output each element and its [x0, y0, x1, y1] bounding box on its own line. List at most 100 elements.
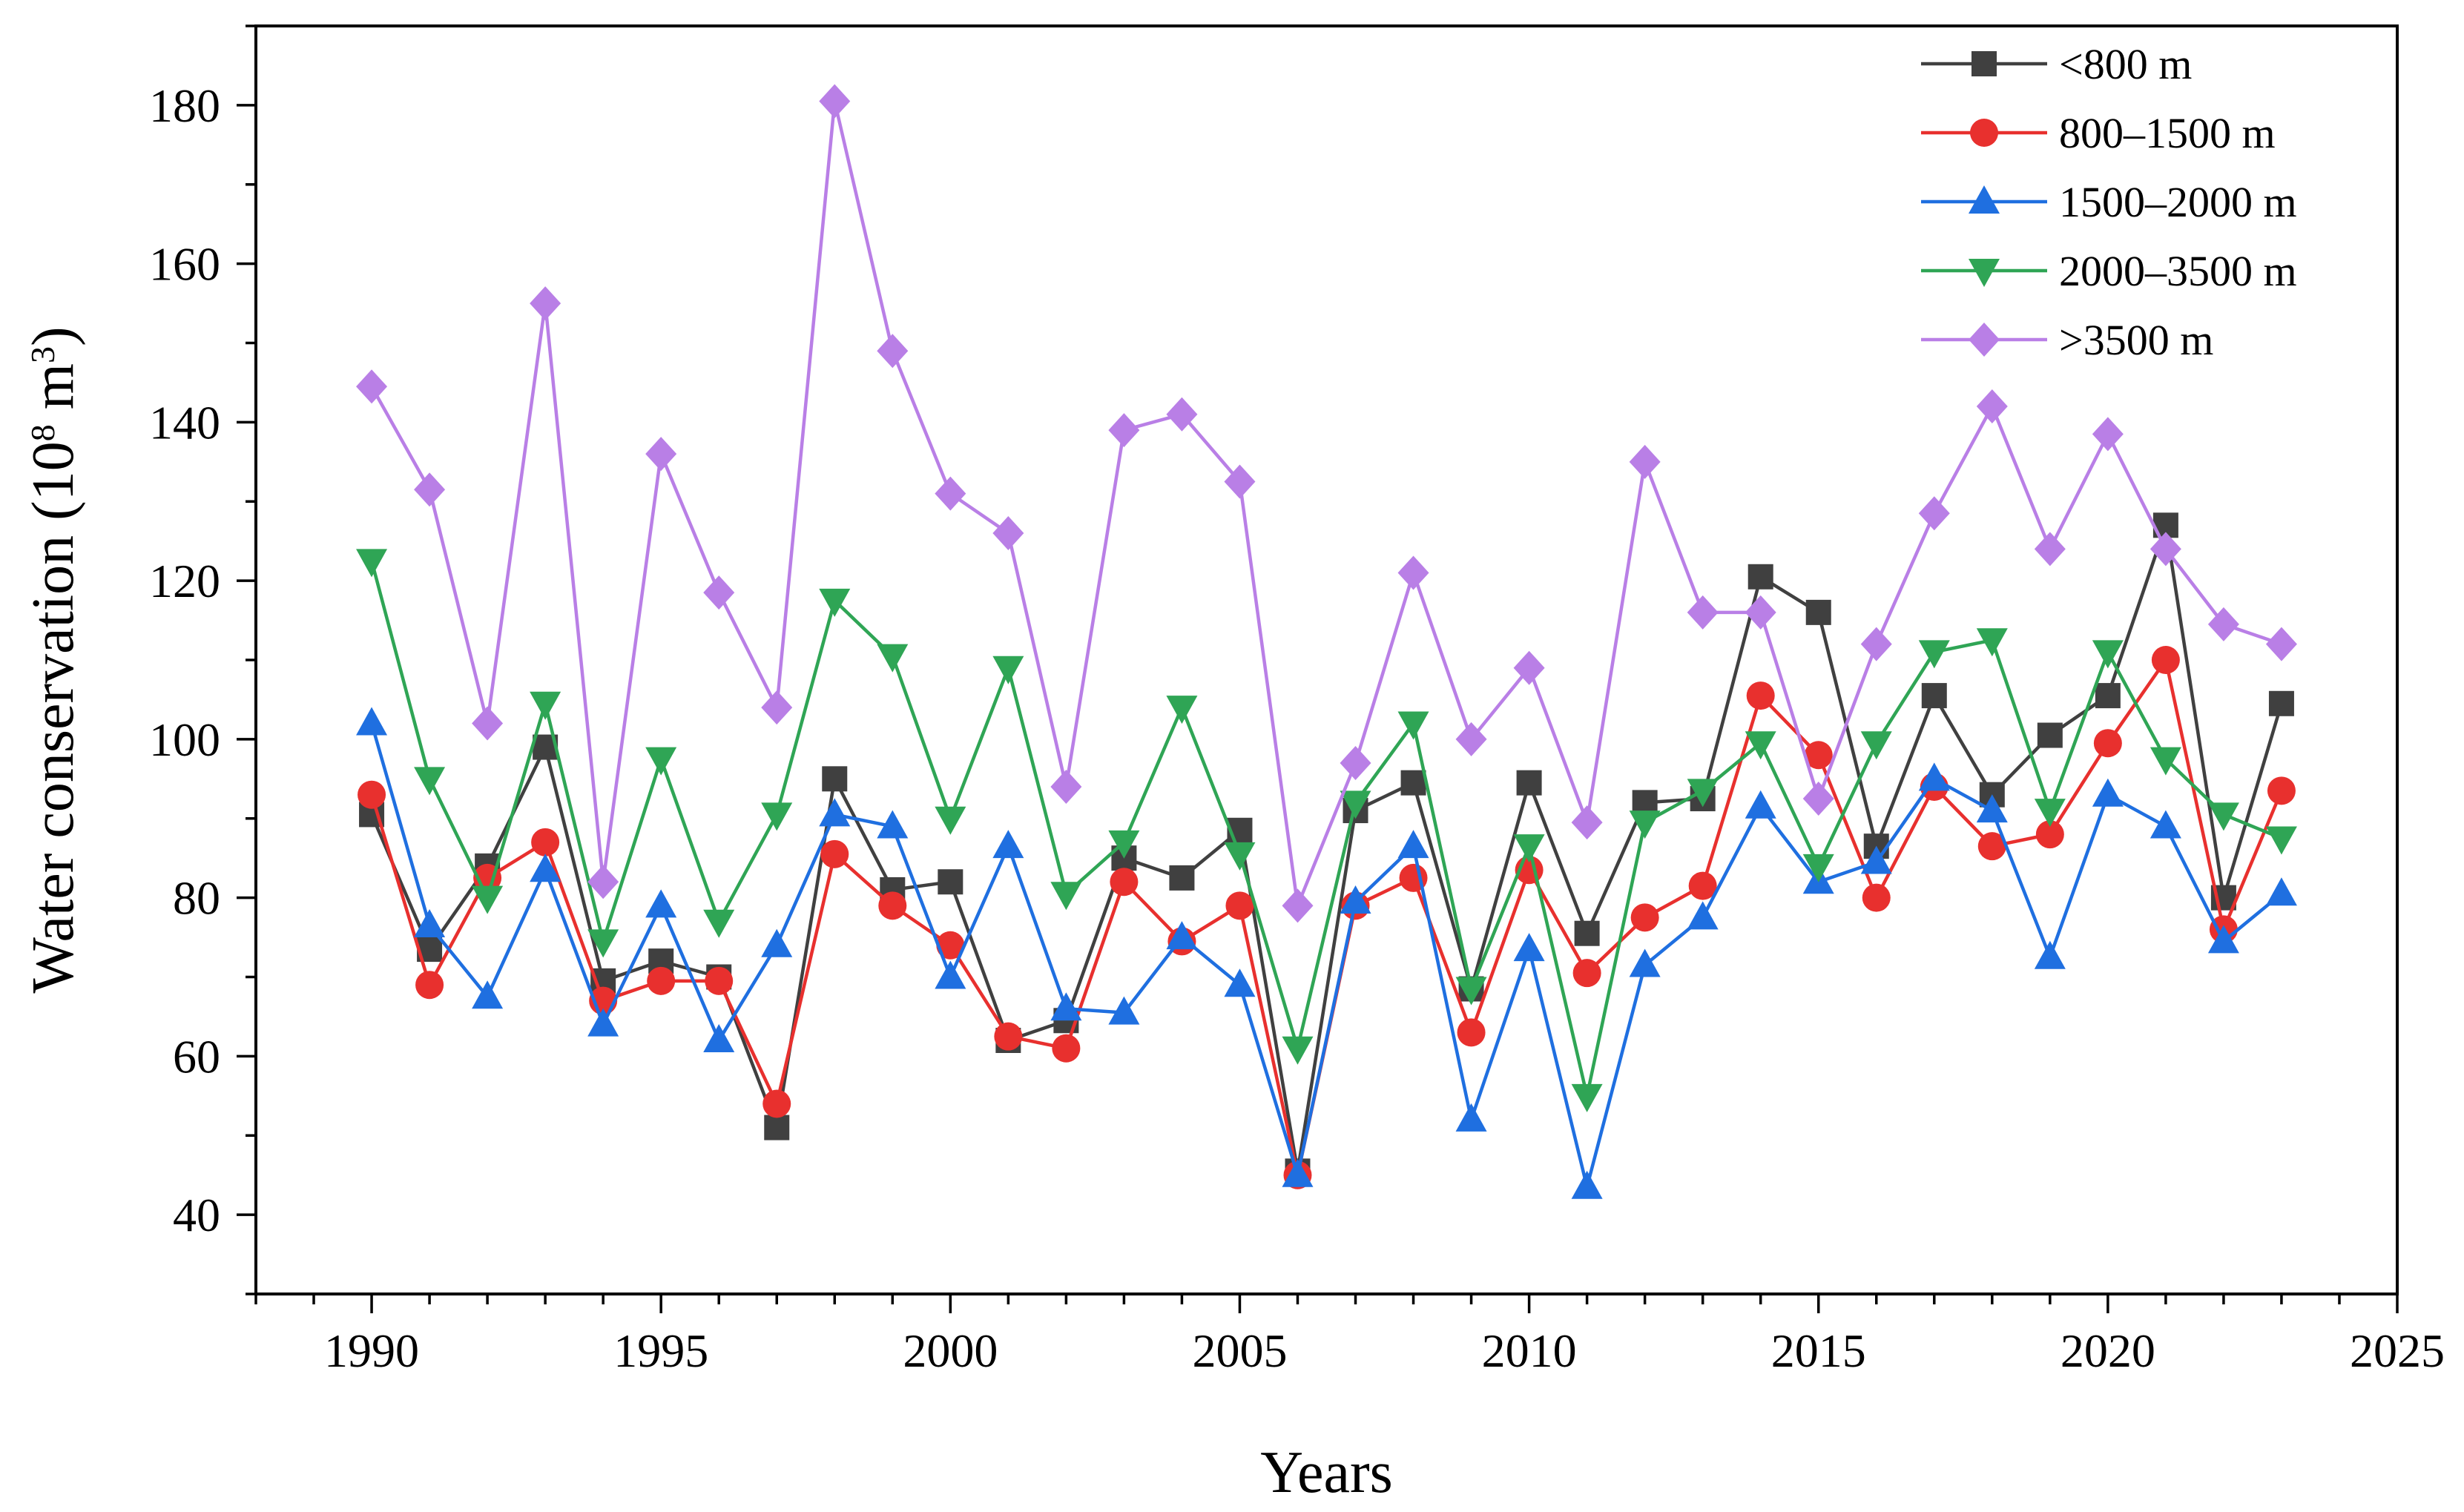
- data-point-triangle-up: [587, 1008, 619, 1037]
- data-point-diamond: [761, 690, 793, 725]
- data-point-triangle-down: [2265, 826, 2297, 855]
- legend-item: <800 m: [1921, 40, 2192, 88]
- data-point-triangle-up: [2150, 810, 2181, 839]
- data-point-triangle-up: [1969, 185, 2000, 214]
- data-point-triangle-down: [1282, 1036, 1314, 1065]
- series-5: [356, 84, 2297, 923]
- y-axis-title-prefix: Water conservation (10: [21, 441, 86, 993]
- data-point-diamond: [2092, 417, 2124, 452]
- legend: <800 m 800–1500 m 1500–2000 m 2000–3500 m >3…: [1921, 40, 2297, 364]
- data-point-diamond: [1397, 555, 1429, 590]
- legend-label: >3500 m: [2059, 316, 2213, 364]
- data-point-square: [822, 766, 848, 792]
- data-point-triangle-up: [414, 909, 446, 938]
- data-point-triangle-up: [2265, 877, 2297, 906]
- data-point-triangle-down: [645, 747, 677, 776]
- data-point-diamond: [1455, 722, 1487, 756]
- data-point-triangle-up: [703, 1024, 735, 1052]
- legend-label: 1500–2000 m: [2059, 178, 2297, 226]
- data-point-triangle-down: [2207, 802, 2239, 831]
- y-tick-label: 80: [173, 872, 220, 925]
- data-point-diamond: [703, 575, 735, 610]
- data-point-triangle-down: [1860, 731, 1892, 760]
- data-point-circle: [1457, 1018, 1486, 1047]
- data-point-triangle-up: [819, 798, 851, 827]
- data-point-triangle-down: [1976, 628, 2008, 657]
- x-tick-label: 2000: [903, 1324, 998, 1377]
- data-point-triangle-down: [761, 802, 793, 831]
- data-point-triangle-down: [1513, 834, 1545, 863]
- y-tick-label: 140: [149, 396, 220, 449]
- data-point-circle: [1746, 681, 1775, 710]
- legend-item: 800–1500 m: [1921, 109, 2276, 157]
- series-3: [356, 707, 2297, 1199]
- data-point-triangle-down: [2092, 640, 2124, 669]
- data-point-circle: [762, 1089, 791, 1118]
- data-point-diamond: [1050, 770, 1082, 804]
- data-point-diamond: [1513, 650, 1545, 685]
- data-point-circle: [358, 780, 386, 809]
- data-point-circle: [415, 971, 444, 1000]
- data-point-diamond: [1969, 323, 2000, 357]
- legend-label: 2000–3500 m: [2059, 247, 2297, 295]
- x-tick-label: 2020: [2061, 1324, 2155, 1377]
- data-point-triangle-up: [992, 830, 1024, 859]
- data-point-diamond: [1340, 745, 1371, 780]
- data-point-triangle-up: [1976, 794, 2008, 823]
- data-point-diamond: [1629, 444, 1661, 479]
- data-point-triangle-down: [1629, 811, 1661, 839]
- data-point-triangle-up: [1166, 921, 1198, 950]
- legend-label: 800–1500 m: [2059, 109, 2276, 157]
- series-2: [358, 646, 2296, 1189]
- data-point-triangle-down: [472, 885, 504, 914]
- data-point-diamond: [1860, 627, 1892, 661]
- data-point-square: [1805, 599, 1831, 625]
- data-point-triangle-up: [1513, 933, 1545, 962]
- y-axis-title-exponent: 8: [24, 424, 62, 441]
- y-tick-label: 160: [149, 238, 220, 291]
- data-point-square: [1747, 564, 1773, 590]
- data-point-triangle-down: [1224, 842, 1256, 871]
- data-point-diamond: [2207, 607, 2239, 641]
- data-point-triangle-up: [2092, 778, 2124, 807]
- data-point-square: [1400, 770, 1426, 796]
- series-line: [369, 722, 2283, 1189]
- data-point-triangle-up: [1224, 968, 1256, 997]
- data-point-circle: [2093, 729, 2122, 758]
- data-point-diamond: [645, 437, 677, 472]
- legend-item: 2000–3500 m: [1921, 247, 2297, 295]
- data-point-triangle-up: [530, 854, 561, 882]
- data-point-diamond: [1976, 389, 2008, 423]
- data-point-triangle-down: [1571, 1083, 1603, 1112]
- data-point-diamond: [935, 476, 966, 511]
- data-point-triangle-down: [587, 929, 619, 958]
- series-layer: [356, 84, 2297, 1199]
- y-tick-label: 40: [173, 1189, 220, 1241]
- data-point-diamond: [1166, 397, 1198, 432]
- data-point-triangle-down: [530, 691, 561, 720]
- data-point-triangle-up: [1050, 992, 1082, 1021]
- data-point-triangle-up: [1918, 762, 1950, 791]
- data-point-circle: [2267, 776, 2296, 805]
- data-point-diamond: [992, 516, 1024, 550]
- data-point-circle: [1052, 1034, 1081, 1063]
- data-point-triangle-down: [1340, 790, 1371, 819]
- x-tick-label: 1995: [613, 1324, 708, 1377]
- data-point-circle: [1572, 959, 1601, 988]
- data-point-square: [2095, 683, 2121, 709]
- data-point-diamond: [2265, 627, 2297, 661]
- data-point-circle: [820, 839, 849, 868]
- data-point-diamond: [472, 706, 504, 741]
- data-point-diamond: [1687, 595, 1719, 630]
- y-axis-title: Water conservation (108 m3): [21, 326, 86, 993]
- data-point-diamond: [2150, 532, 2181, 567]
- data-point-triangle-up: [2034, 940, 2066, 969]
- x-tick-label: 2005: [1192, 1324, 1287, 1377]
- y-axis: 40 60 80 100 120 140 160 180: [149, 24, 256, 1295]
- data-point-diamond: [819, 84, 851, 119]
- data-point-diamond: [1745, 595, 1776, 630]
- data-point-circle: [647, 966, 676, 995]
- data-point-triangle-down: [877, 644, 909, 673]
- data-point-triangle-up: [472, 980, 504, 1009]
- data-point-circle: [1804, 741, 1833, 770]
